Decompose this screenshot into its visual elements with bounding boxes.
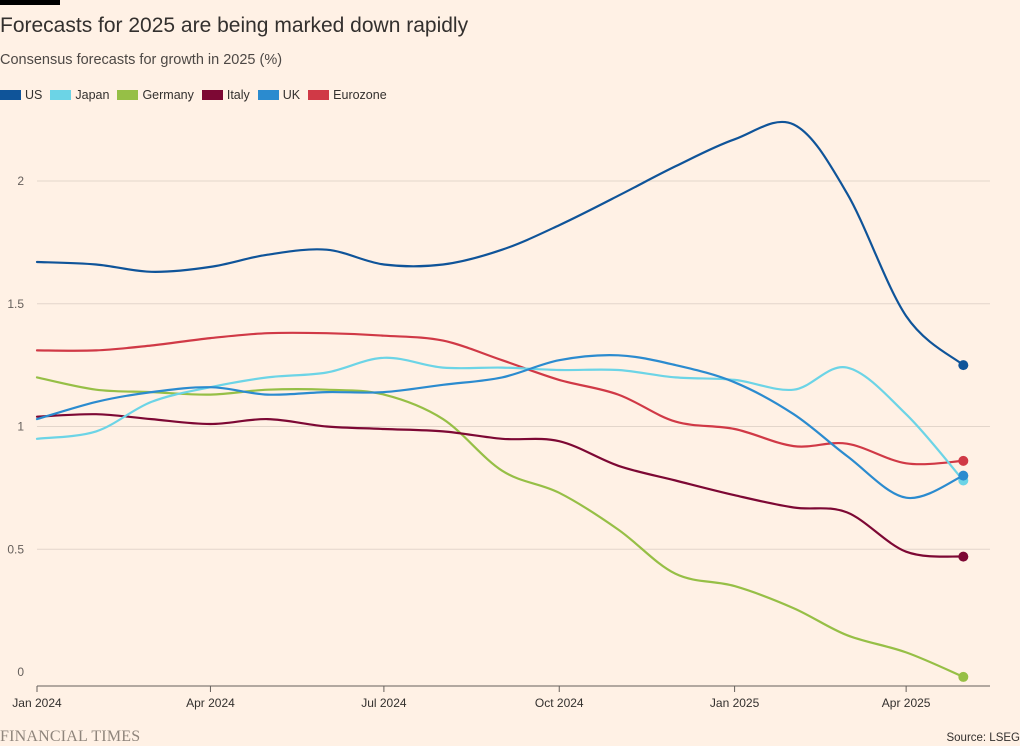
x-tick-label: Oct 2024 [535,696,584,710]
y-tick-label: 0 [17,665,24,679]
legend-swatch [117,90,139,100]
legend-swatch [50,90,72,100]
x-tick-label: Jul 2024 [361,696,407,710]
legend-item-eurozone: Eurozone [308,88,387,102]
ft-top-bar [0,0,60,5]
legend-label: US [25,88,43,102]
series-endpoint-germany [958,671,969,682]
series-line-eurozone [35,331,965,466]
y-tick-label: 2 [17,174,24,188]
series-endpoint-uk [958,470,969,481]
ft-logo-text: FINANCIAL TIMES [0,728,141,745]
legend-label: Eurozone [333,88,387,102]
y-tick-label: 0.5 [7,542,24,556]
legend-label: Italy [226,88,250,102]
legend-label: Japan [75,88,110,102]
series-endpoint-eurozone [958,455,969,466]
series-endpoint-us [958,360,969,371]
source-note: Source: LSEG [946,732,1020,744]
x-tick-label: Jan 2025 [710,696,760,710]
legend-item-japan: Japan [50,88,109,102]
x-tick-label: Apr 2024 [186,696,235,710]
chart-subtitle: Consensus forecasts for growth in 2025 (… [0,52,283,68]
series-endpoint-italy [958,551,969,562]
legend-item-us: US [0,88,42,102]
legend-label: UK [282,88,301,102]
x-tick-label: Apr 2025 [882,696,931,710]
series-line-uk [35,354,965,500]
legend-swatch [201,90,223,100]
chart-title: Forecasts for 2025 are being marked down… [0,14,469,37]
y-tick-label: 1 [17,420,24,434]
x-tick-label: Jan 2024 [12,696,62,710]
series-line-italy [35,413,965,558]
series-line-germany [35,376,965,678]
chart-legend: US Japan Germany Italy UK Eurozone [0,88,395,102]
legend-item-italy: Italy [201,88,250,102]
series-line-us [35,120,965,367]
y-tick-label: 1.5 [7,297,24,311]
series-line-japan [35,356,965,482]
legend-swatch [257,90,279,100]
legend-label: Germany [142,88,194,102]
legend-swatch [0,90,21,100]
legend-item-germany: Germany [117,88,194,102]
legend-item-uk: UK [257,88,301,102]
legend-swatch [308,90,330,100]
